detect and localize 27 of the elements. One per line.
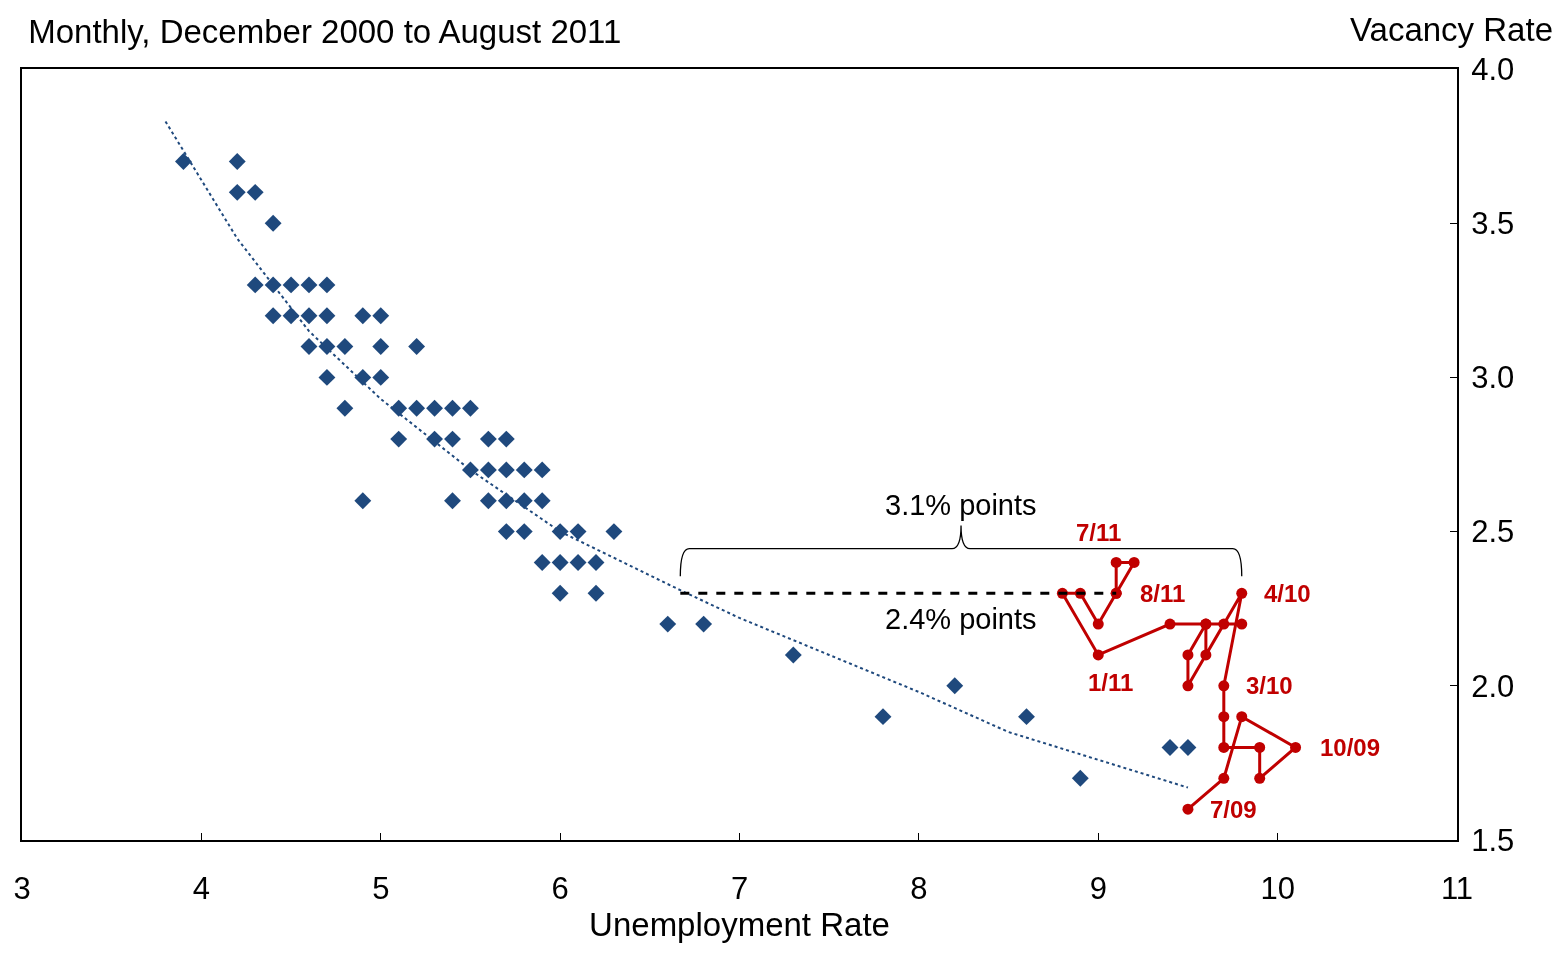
x-tick-label: 5 <box>372 871 390 907</box>
annotation: 7/11 <box>1076 519 1122 546</box>
annotation: 1/11 <box>1088 669 1134 696</box>
y-tick-label: 4.0 <box>1471 51 1515 87</box>
y-tick-label: 2.5 <box>1471 514 1515 550</box>
annotation: 2.4% points <box>885 603 1037 635</box>
y-axis-title: Vacancy Rate <box>1350 11 1553 48</box>
x-tick-label: 10 <box>1260 871 1295 907</box>
annotation: 3/10 <box>1246 672 1293 699</box>
x-tick-label: 4 <box>192 871 211 907</box>
chart-title: Monthly, December 2000 to August 2011 <box>28 13 622 51</box>
x-axis-title: Unemployment Rate <box>589 906 890 944</box>
x-tick-label: 3 <box>13 871 31 907</box>
x-tick-label: 11 <box>1440 871 1474 907</box>
y-tick-label: 3.5 <box>1471 206 1515 242</box>
y-tick-label: 1.5 <box>1471 822 1515 858</box>
x-tick-label: 6 <box>551 871 569 907</box>
x-tick-label: 9 <box>1089 871 1107 907</box>
y-tick-label: 2.0 <box>1471 668 1515 704</box>
annotation: 4/10 <box>1264 580 1311 607</box>
annotation: 8/11 <box>1140 580 1186 607</box>
annotation: 10/09 <box>1320 734 1381 761</box>
annotation: 7/09 <box>1210 796 1257 823</box>
annotation: 3.1% points <box>885 489 1037 521</box>
x-tick-label: 7 <box>730 871 749 907</box>
y-tick-label: 3.0 <box>1471 360 1515 396</box>
x-tick-label: 8 <box>910 871 928 907</box>
